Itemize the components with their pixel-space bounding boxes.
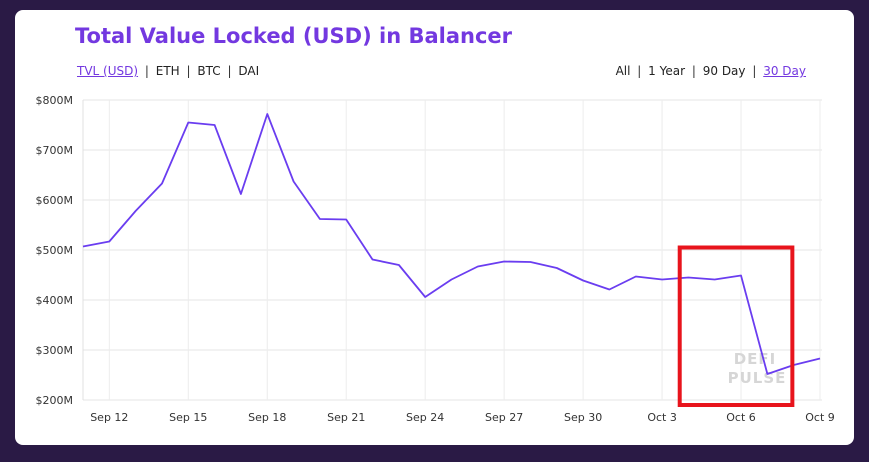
x-tick-label: Sep 21 <box>327 411 365 424</box>
metric-option-btc[interactable]: BTC <box>197 64 221 78</box>
separator: | <box>637 64 642 78</box>
x-tick-label: Sep 12 <box>90 411 128 424</box>
x-tick-label: Sep 18 <box>248 411 286 424</box>
y-axis: $200M $300M $400M $500M $600M $700M $800M <box>36 94 74 407</box>
separator: | <box>227 64 232 78</box>
watermark-line-1: DEFI <box>734 350 777 368</box>
y-tick-label: $300M <box>36 344 74 357</box>
separator: | <box>691 64 696 78</box>
x-tick-label: Sep 24 <box>406 411 444 424</box>
highlight-box <box>677 245 795 407</box>
separator: | <box>144 64 149 78</box>
range-option-all[interactable]: All <box>615 64 631 78</box>
y-tick-label: $400M <box>36 294 74 307</box>
range-toggle: All | 1 Year | 90 Day | 30 Day <box>616 64 806 78</box>
x-tick-label: Sep 27 <box>485 411 523 424</box>
chart-title: Total Value Locked (USD) in Balancer <box>75 24 513 48</box>
separator: | <box>752 64 757 78</box>
series-line <box>82 113 821 375</box>
metric-option-eth[interactable]: ETH <box>155 64 180 78</box>
metric-option-dai[interactable]: DAI <box>238 64 260 78</box>
annotations <box>677 245 795 407</box>
y-tick-label: $800M <box>36 94 74 107</box>
x-axis: Sep 12 Sep 15 Sep 18 Sep 21 Sep 24 Sep 27 Sep … <box>90 411 835 424</box>
y-tick-label: $500M <box>36 244 74 257</box>
x-tick-label: Oct 9 <box>805 411 835 424</box>
metric-option-tvl-usd[interactable]: TVL (USD) <box>77 64 139 78</box>
series-tvl <box>82 113 821 375</box>
range-option-1-year[interactable]: 1 Year <box>648 64 686 78</box>
separator: | <box>186 64 191 78</box>
y-tick-label: $600M <box>36 194 74 207</box>
x-tick-label: Oct 3 <box>647 411 677 424</box>
x-tick-label: Sep 30 <box>564 411 602 424</box>
watermark-line-2: PULSE <box>728 369 787 387</box>
metric-toggle: TVL (USD) | ETH | BTC | DAI <box>77 64 259 78</box>
line-chart: $200M $300M $400M $500M $600M $700M $800M Sep … <box>36 94 835 424</box>
range-option-90-day[interactable]: 90 Day <box>702 64 746 78</box>
x-tick-label: Oct 6 <box>726 411 756 424</box>
range-option-30-day[interactable]: 30 Day <box>763 64 806 78</box>
watermark: DEFI PULSE <box>728 350 787 387</box>
y-tick-label: $700M <box>36 144 74 157</box>
y-tick-label: $200M <box>36 394 74 407</box>
x-tick-label: Sep 15 <box>169 411 207 424</box>
chart-card: Total Value Locked (USD) in Balancer TVL… <box>15 10 854 445</box>
grid <box>82 99 822 401</box>
